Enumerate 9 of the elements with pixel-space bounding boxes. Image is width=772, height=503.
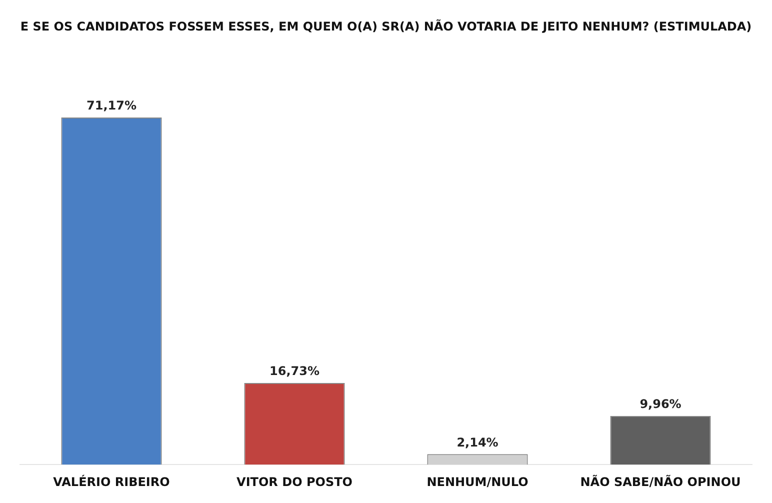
chart-title: E SE OS CANDIDATOS FOSSEM ESSES, EM QUEM O(A) SR(A) NÃO VOTARIA DE JEITO NENHUM? (ESTIMULADA) — [20, 18, 752, 34]
x-tick-label: NÃO SABE/NÃO OPINOU — [580, 474, 741, 489]
data-label: 2,14% — [456, 435, 498, 450]
x-tick-label: NENHUM/NULO — [426, 474, 528, 489]
x-tick-label: VITOR DO POSTO — [236, 474, 352, 489]
x-tick-label: VALÉRIO RIBEIRO — [53, 474, 170, 489]
data-label: 16,73% — [270, 364, 320, 378]
data-label: 9,96% — [640, 397, 682, 412]
data-label: 71,17% — [86, 98, 136, 113]
